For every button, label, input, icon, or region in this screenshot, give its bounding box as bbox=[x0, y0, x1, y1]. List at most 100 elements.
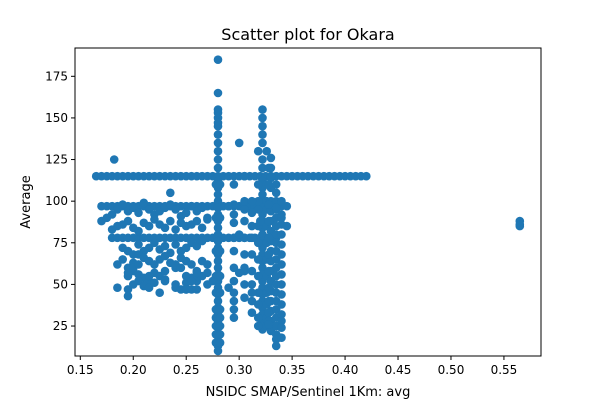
data-point bbox=[150, 278, 159, 288]
y-tick-label: 150 bbox=[45, 111, 68, 125]
data-point bbox=[253, 300, 263, 309]
data-point bbox=[277, 213, 286, 223]
data-point bbox=[247, 280, 257, 289]
data-point bbox=[264, 216, 274, 226]
data-point bbox=[187, 260, 196, 269]
data-point bbox=[264, 320, 274, 329]
x-tick-label: 0.15 bbox=[67, 363, 94, 377]
data-point bbox=[258, 105, 267, 114]
data-point bbox=[123, 216, 133, 226]
data-point bbox=[266, 153, 276, 163]
y-tick-label: 25 bbox=[53, 319, 68, 333]
y-tick-label: 100 bbox=[45, 194, 68, 208]
data-point bbox=[213, 88, 223, 98]
data-point bbox=[277, 250, 286, 259]
data-point bbox=[203, 268, 212, 278]
data-point bbox=[253, 313, 263, 323]
data-point bbox=[213, 118, 223, 128]
data-point bbox=[253, 255, 263, 264]
data-point bbox=[264, 163, 274, 173]
data-point bbox=[277, 290, 286, 299]
data-point bbox=[213, 155, 223, 164]
data-point bbox=[264, 200, 274, 209]
data-point bbox=[208, 276, 217, 286]
data-point bbox=[240, 216, 249, 226]
data-point bbox=[258, 113, 267, 123]
data-point bbox=[187, 276, 196, 286]
data-point bbox=[203, 215, 212, 224]
data-point bbox=[264, 296, 274, 306]
data-point bbox=[247, 308, 257, 318]
data-point bbox=[253, 196, 263, 206]
data-point bbox=[213, 163, 223, 173]
data-point bbox=[282, 221, 292, 231]
data-point bbox=[247, 266, 257, 276]
data-point bbox=[240, 196, 249, 206]
data-point bbox=[213, 108, 223, 118]
data-point bbox=[215, 288, 225, 298]
data-point bbox=[277, 196, 286, 206]
x-tick-label: 0.45 bbox=[385, 363, 412, 377]
data-point bbox=[362, 171, 371, 181]
data-point bbox=[271, 203, 281, 213]
data-point bbox=[264, 266, 274, 276]
data-point bbox=[118, 255, 127, 264]
data-point bbox=[247, 288, 257, 298]
data-point bbox=[234, 268, 244, 278]
data-point bbox=[213, 223, 223, 233]
data-point bbox=[160, 251, 170, 261]
data-point bbox=[271, 188, 281, 198]
data-point bbox=[113, 283, 122, 293]
data-point bbox=[197, 223, 207, 233]
data-point bbox=[215, 321, 225, 331]
data-point bbox=[277, 240, 286, 249]
data-point bbox=[215, 313, 225, 323]
data-point bbox=[213, 196, 223, 206]
data-point bbox=[134, 240, 143, 249]
data-point bbox=[192, 216, 202, 226]
x-tick-label: 0.55 bbox=[491, 363, 518, 377]
data-point bbox=[271, 180, 281, 189]
data-point bbox=[144, 221, 154, 231]
data-point bbox=[213, 346, 223, 356]
data-point bbox=[271, 341, 281, 351]
data-point bbox=[253, 288, 263, 298]
y-tick-label: 50 bbox=[53, 277, 68, 291]
data-point bbox=[176, 263, 186, 273]
x-tick-label: 0.50 bbox=[438, 363, 465, 377]
data-point bbox=[258, 121, 267, 131]
data-point bbox=[215, 246, 225, 256]
data-point bbox=[215, 213, 225, 223]
data-point bbox=[247, 196, 257, 206]
data-point bbox=[240, 205, 249, 214]
data-point bbox=[229, 313, 239, 323]
data-point bbox=[262, 146, 272, 156]
data-point bbox=[134, 260, 143, 269]
data-point bbox=[247, 233, 257, 243]
data-point bbox=[171, 225, 180, 234]
data-point bbox=[247, 250, 257, 259]
data-point bbox=[247, 296, 257, 306]
data-point bbox=[253, 205, 263, 214]
data-point bbox=[213, 230, 223, 239]
data-point bbox=[213, 138, 223, 148]
data-point bbox=[258, 130, 267, 139]
data-point bbox=[258, 190, 267, 199]
data-point bbox=[213, 256, 223, 266]
data-point bbox=[229, 276, 239, 286]
data-point bbox=[160, 276, 170, 286]
data-point bbox=[253, 238, 263, 248]
data-point bbox=[213, 146, 223, 156]
data-point bbox=[109, 155, 119, 164]
data-point bbox=[213, 190, 223, 199]
data-point bbox=[197, 203, 207, 213]
data-point bbox=[192, 268, 202, 278]
y-axis-label: Average bbox=[19, 175, 34, 228]
data-point bbox=[240, 250, 249, 259]
data-point bbox=[134, 208, 143, 218]
data-point bbox=[264, 233, 274, 243]
data-point bbox=[277, 280, 286, 289]
data-point bbox=[277, 230, 286, 239]
x-axis-label: NSIDC SMAP/Sentinel 1Km: avg bbox=[206, 385, 411, 400]
